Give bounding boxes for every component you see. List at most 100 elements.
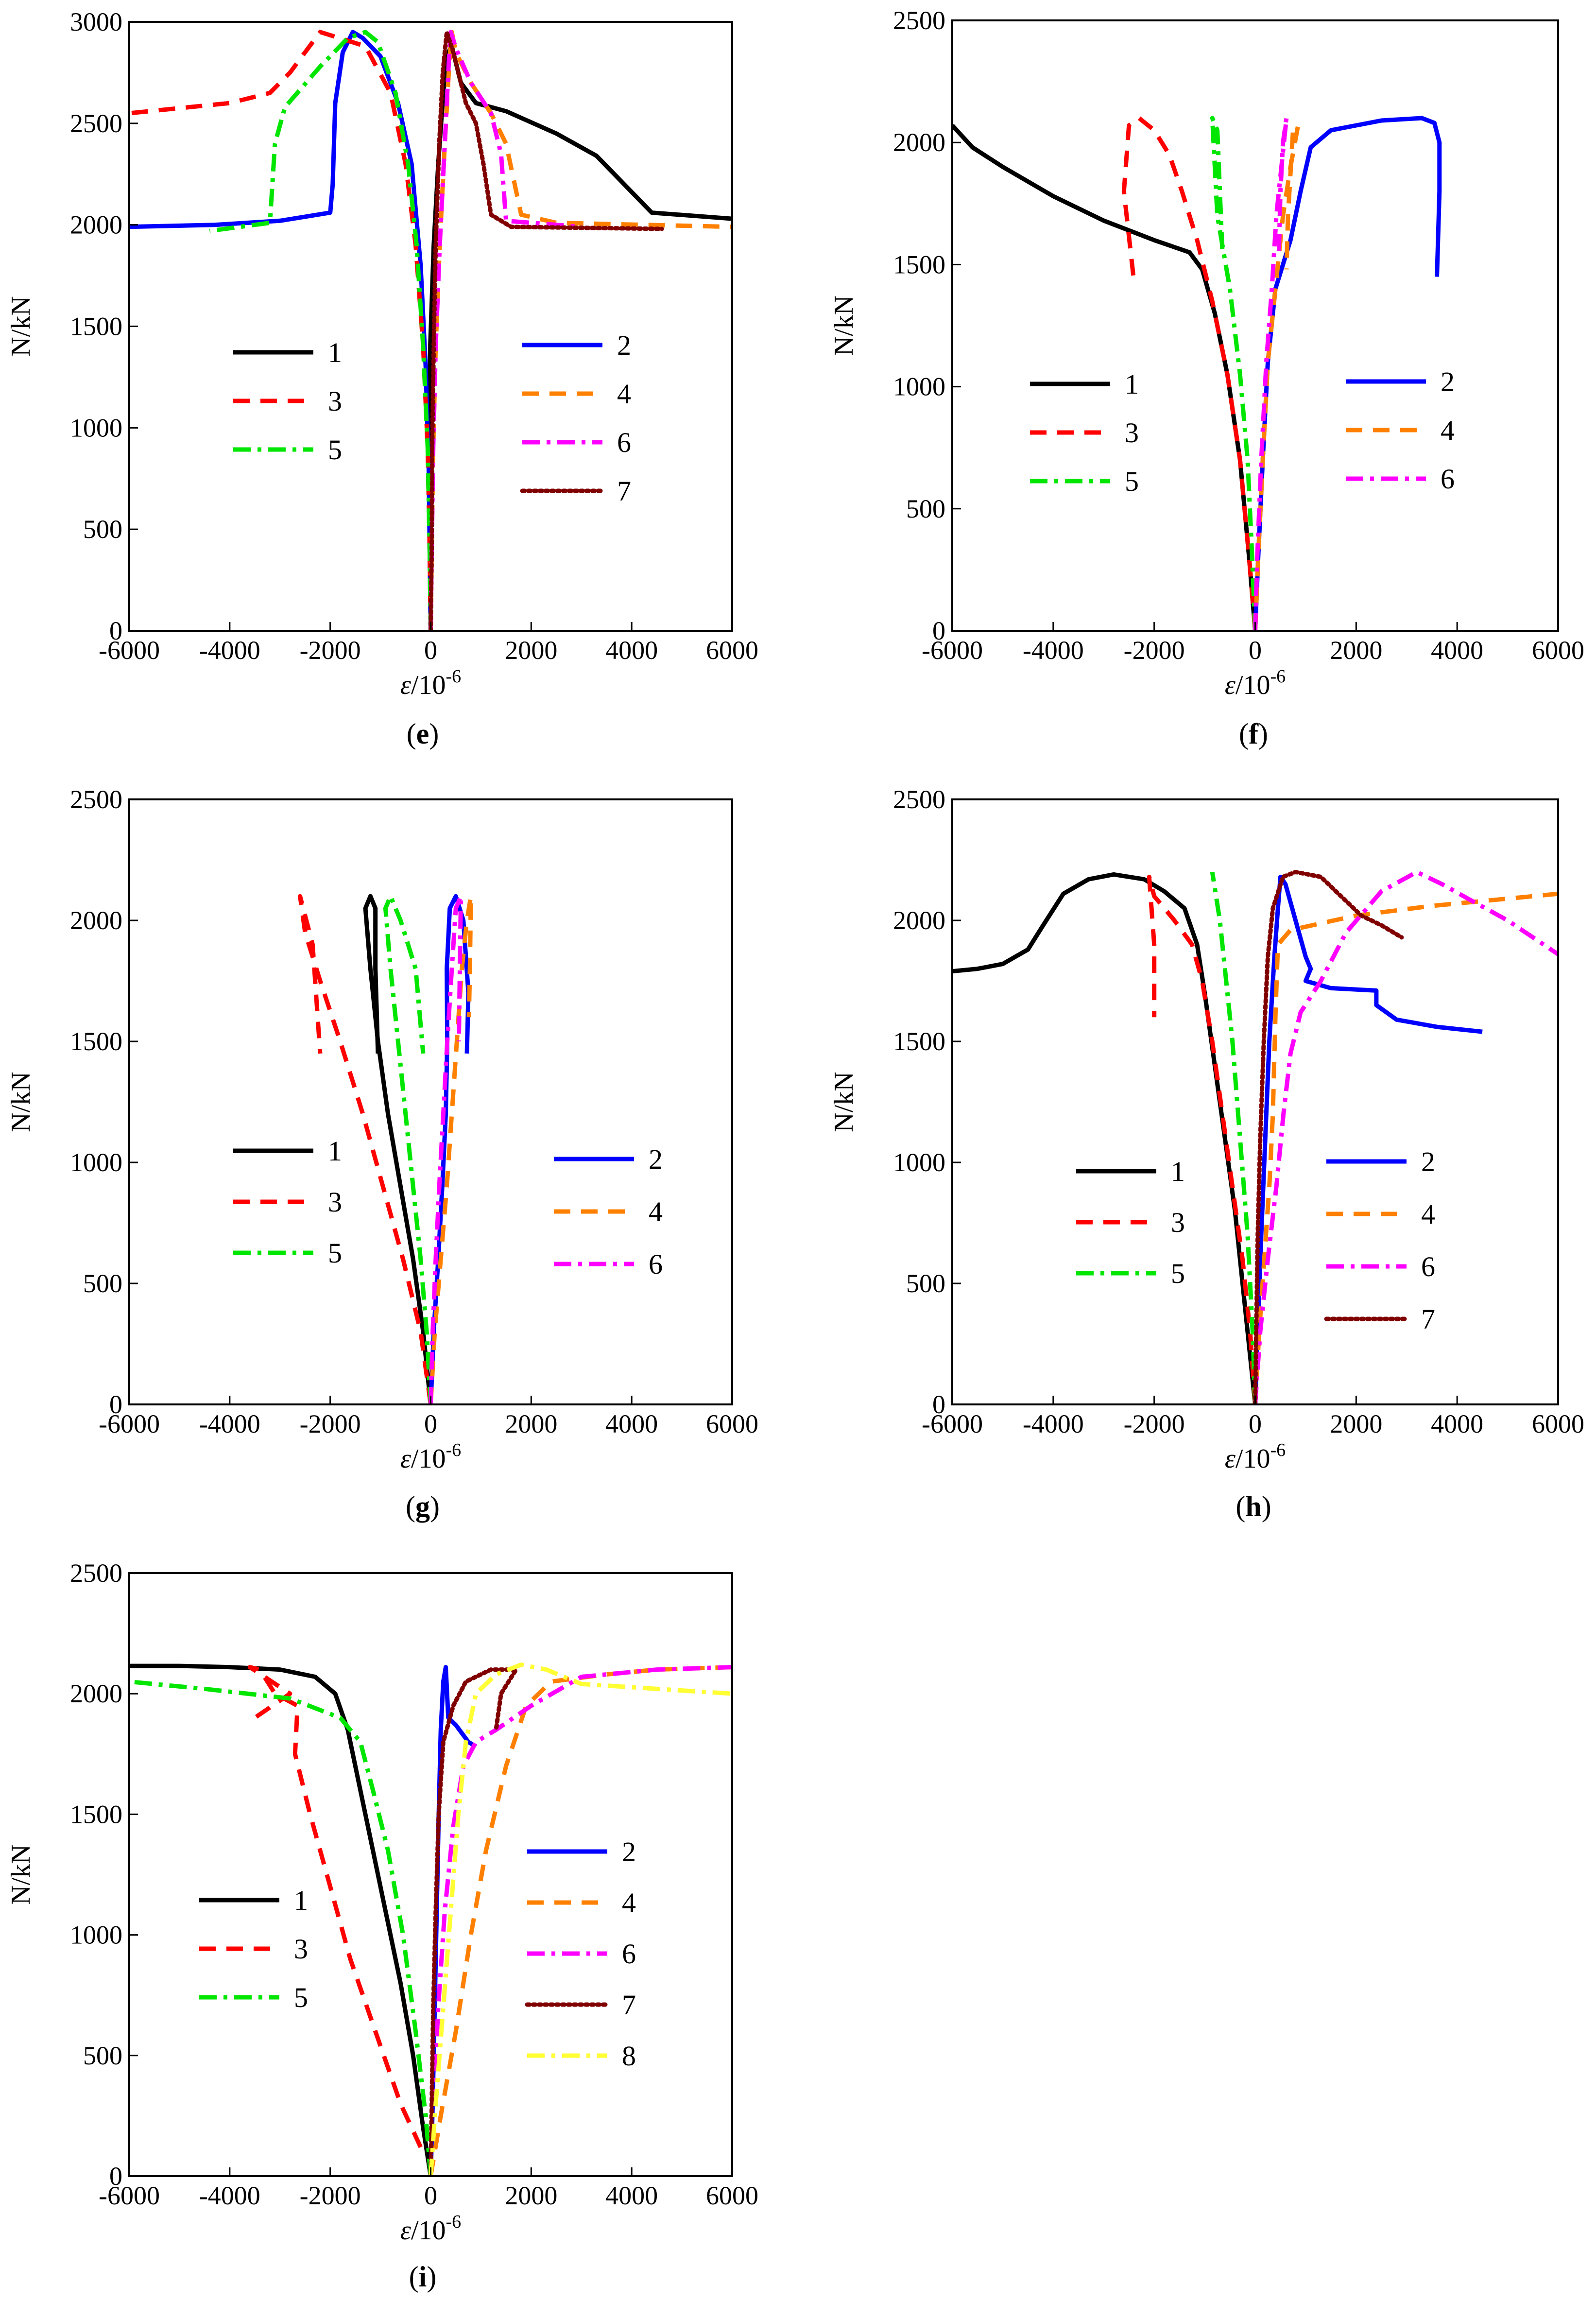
x-axis-unit: /10 xyxy=(1236,1444,1270,1474)
legend-label: 1 xyxy=(328,337,342,368)
x-axis-exponent: -6 xyxy=(1270,1440,1286,1460)
x-tick-label: 2000 xyxy=(1330,636,1382,665)
legend-label: 1 xyxy=(1171,1156,1185,1187)
series-line-e-7 xyxy=(429,30,664,631)
x-tick-label: -4000 xyxy=(1023,636,1084,665)
x-axis-exponent: -6 xyxy=(446,2212,461,2232)
legend-label: 6 xyxy=(649,1248,663,1280)
series-line-i-4 xyxy=(429,1665,732,2176)
legend-label: 6 xyxy=(617,427,631,458)
y-tick-label: 2000 xyxy=(70,906,122,935)
series-line-i-8 xyxy=(429,1662,732,2176)
y-tick-label: 1000 xyxy=(70,1921,122,1950)
x-axis-unit: /10 xyxy=(1236,670,1270,700)
x-tick-label: 4000 xyxy=(605,2181,658,2210)
legend-label: 5 xyxy=(1125,466,1139,497)
series-line-g-5 xyxy=(383,894,433,1404)
legend-label: 7 xyxy=(1421,1303,1435,1335)
y-tick-label: 0 xyxy=(109,616,122,645)
y-tick-label: 2000 xyxy=(893,128,945,157)
panel-letter: h xyxy=(1245,1490,1261,1523)
y-axis-label: N/kN xyxy=(829,1072,859,1132)
series-line-i-7 xyxy=(429,1667,518,2176)
y-tick-label: 1000 xyxy=(893,1148,945,1177)
legend-label: 4 xyxy=(622,1887,636,1919)
x-axis-exponent: -6 xyxy=(446,666,461,687)
x-tick-label: 4000 xyxy=(605,636,658,665)
chart-panel-e: -6000 -4000 -2000 0 2000 4000 6000 0 500 1000 1500… xyxy=(6,7,758,750)
x-tick-label: -4000 xyxy=(199,1409,260,1438)
x-tick-label: -4000 xyxy=(199,2181,260,2210)
y-tick-label: 0 xyxy=(109,1390,122,1419)
series-line-h-5 xyxy=(1210,871,1257,1404)
x-tick-label: 2000 xyxy=(505,1409,557,1438)
x-tick-label: -6000 xyxy=(99,2181,160,2210)
y-tick-label: 1500 xyxy=(70,312,122,341)
y-axis-label: N/kN xyxy=(6,1844,36,1904)
y-tick-label: 2500 xyxy=(70,109,122,138)
x-tick-label: 2000 xyxy=(1330,1409,1382,1438)
x-axis-variable: ε xyxy=(400,1444,412,1474)
legend-label: 7 xyxy=(622,1989,636,2021)
series-line-i-3 xyxy=(247,1665,423,2148)
panel-letter: g xyxy=(415,1490,430,1523)
legend-label: 2 xyxy=(622,1836,636,1868)
chart-panel-h: -6000 -4000 -2000 0 2000 4000 6000 0 500 1000 1500… xyxy=(829,785,1584,1523)
legend-label: 3 xyxy=(328,1186,342,1218)
y-tick-label: 2500 xyxy=(70,785,122,814)
panel-caption: (e) xyxy=(407,718,439,750)
x-tick-label: -2000 xyxy=(1124,636,1185,665)
x-tick-label: -2000 xyxy=(300,1409,361,1438)
y-tick-label: 2500 xyxy=(70,1558,122,1588)
series-line-h-3 xyxy=(1147,874,1257,1404)
series-line-g-3 xyxy=(298,894,433,1404)
y-tick-label: 500 xyxy=(83,2041,122,2070)
x-tick-label: -6000 xyxy=(922,636,983,665)
x-axis-label: ε/10-6 xyxy=(400,666,461,700)
panel-caption: (i) xyxy=(409,2261,437,2293)
x-tick-label: 6000 xyxy=(706,2181,758,2210)
x-axis-exponent: -6 xyxy=(1270,666,1286,687)
x-tick-label: 2000 xyxy=(505,636,557,665)
y-tick-label: 3000 xyxy=(70,7,122,36)
chart-panel-f: -6000 -4000 -2000 0 2000 4000 6000 0 500 1000 1500… xyxy=(829,6,1584,750)
x-axis-variable: ε xyxy=(400,2215,412,2246)
y-tick-label: 500 xyxy=(83,1269,122,1298)
y-tick-label: 0 xyxy=(932,616,945,645)
legend-label: 2 xyxy=(649,1143,663,1175)
series-line-g-6 xyxy=(429,894,463,1404)
panel-letter: e xyxy=(416,718,429,750)
x-tick-label: 4000 xyxy=(1431,636,1483,665)
x-axis-exponent: -6 xyxy=(446,1440,461,1460)
x-axis-variable: ε xyxy=(1225,670,1236,700)
x-axis-label: ε/10-6 xyxy=(400,2212,461,2246)
legend-label: 4 xyxy=(617,378,631,410)
y-tick-label: 1000 xyxy=(893,372,945,401)
y-tick-label: 500 xyxy=(906,494,945,523)
y-tick-label: 2000 xyxy=(70,1679,122,1708)
panel-caption: (f) xyxy=(1239,718,1268,750)
y-axis-label: N/kN xyxy=(6,296,36,356)
y-tick-label: 500 xyxy=(83,515,122,544)
panel-letter: f xyxy=(1249,718,1259,750)
legend-label: 6 xyxy=(622,1938,636,1970)
legend-label: 2 xyxy=(1441,366,1455,398)
legend-label: 5 xyxy=(1171,1258,1185,1289)
y-tick-label: 2000 xyxy=(893,906,945,935)
x-tick-label: 0 xyxy=(1249,636,1262,665)
x-axis-unit: /10 xyxy=(411,1444,446,1474)
y-axis-label: N/kN xyxy=(6,1072,36,1132)
series-line-i-6 xyxy=(429,1665,732,2176)
chart-panel-g: -6000 -4000 -2000 0 2000 4000 6000 0 500 1000 1500… xyxy=(6,785,758,1523)
series-line-h-7 xyxy=(1253,869,1404,1404)
x-tick-label: 0 xyxy=(424,636,437,665)
x-tick-label: -6000 xyxy=(99,636,160,665)
x-axis-label: ε/10-6 xyxy=(400,1440,461,1474)
series-line-g-1 xyxy=(363,894,433,1404)
x-tick-label: 4000 xyxy=(605,1409,658,1438)
series-line-i-5 xyxy=(129,1679,433,2176)
legend-label: 6 xyxy=(1441,463,1455,495)
series-line-h-2 xyxy=(1253,874,1483,1404)
y-tick-label: 1500 xyxy=(70,1027,122,1056)
